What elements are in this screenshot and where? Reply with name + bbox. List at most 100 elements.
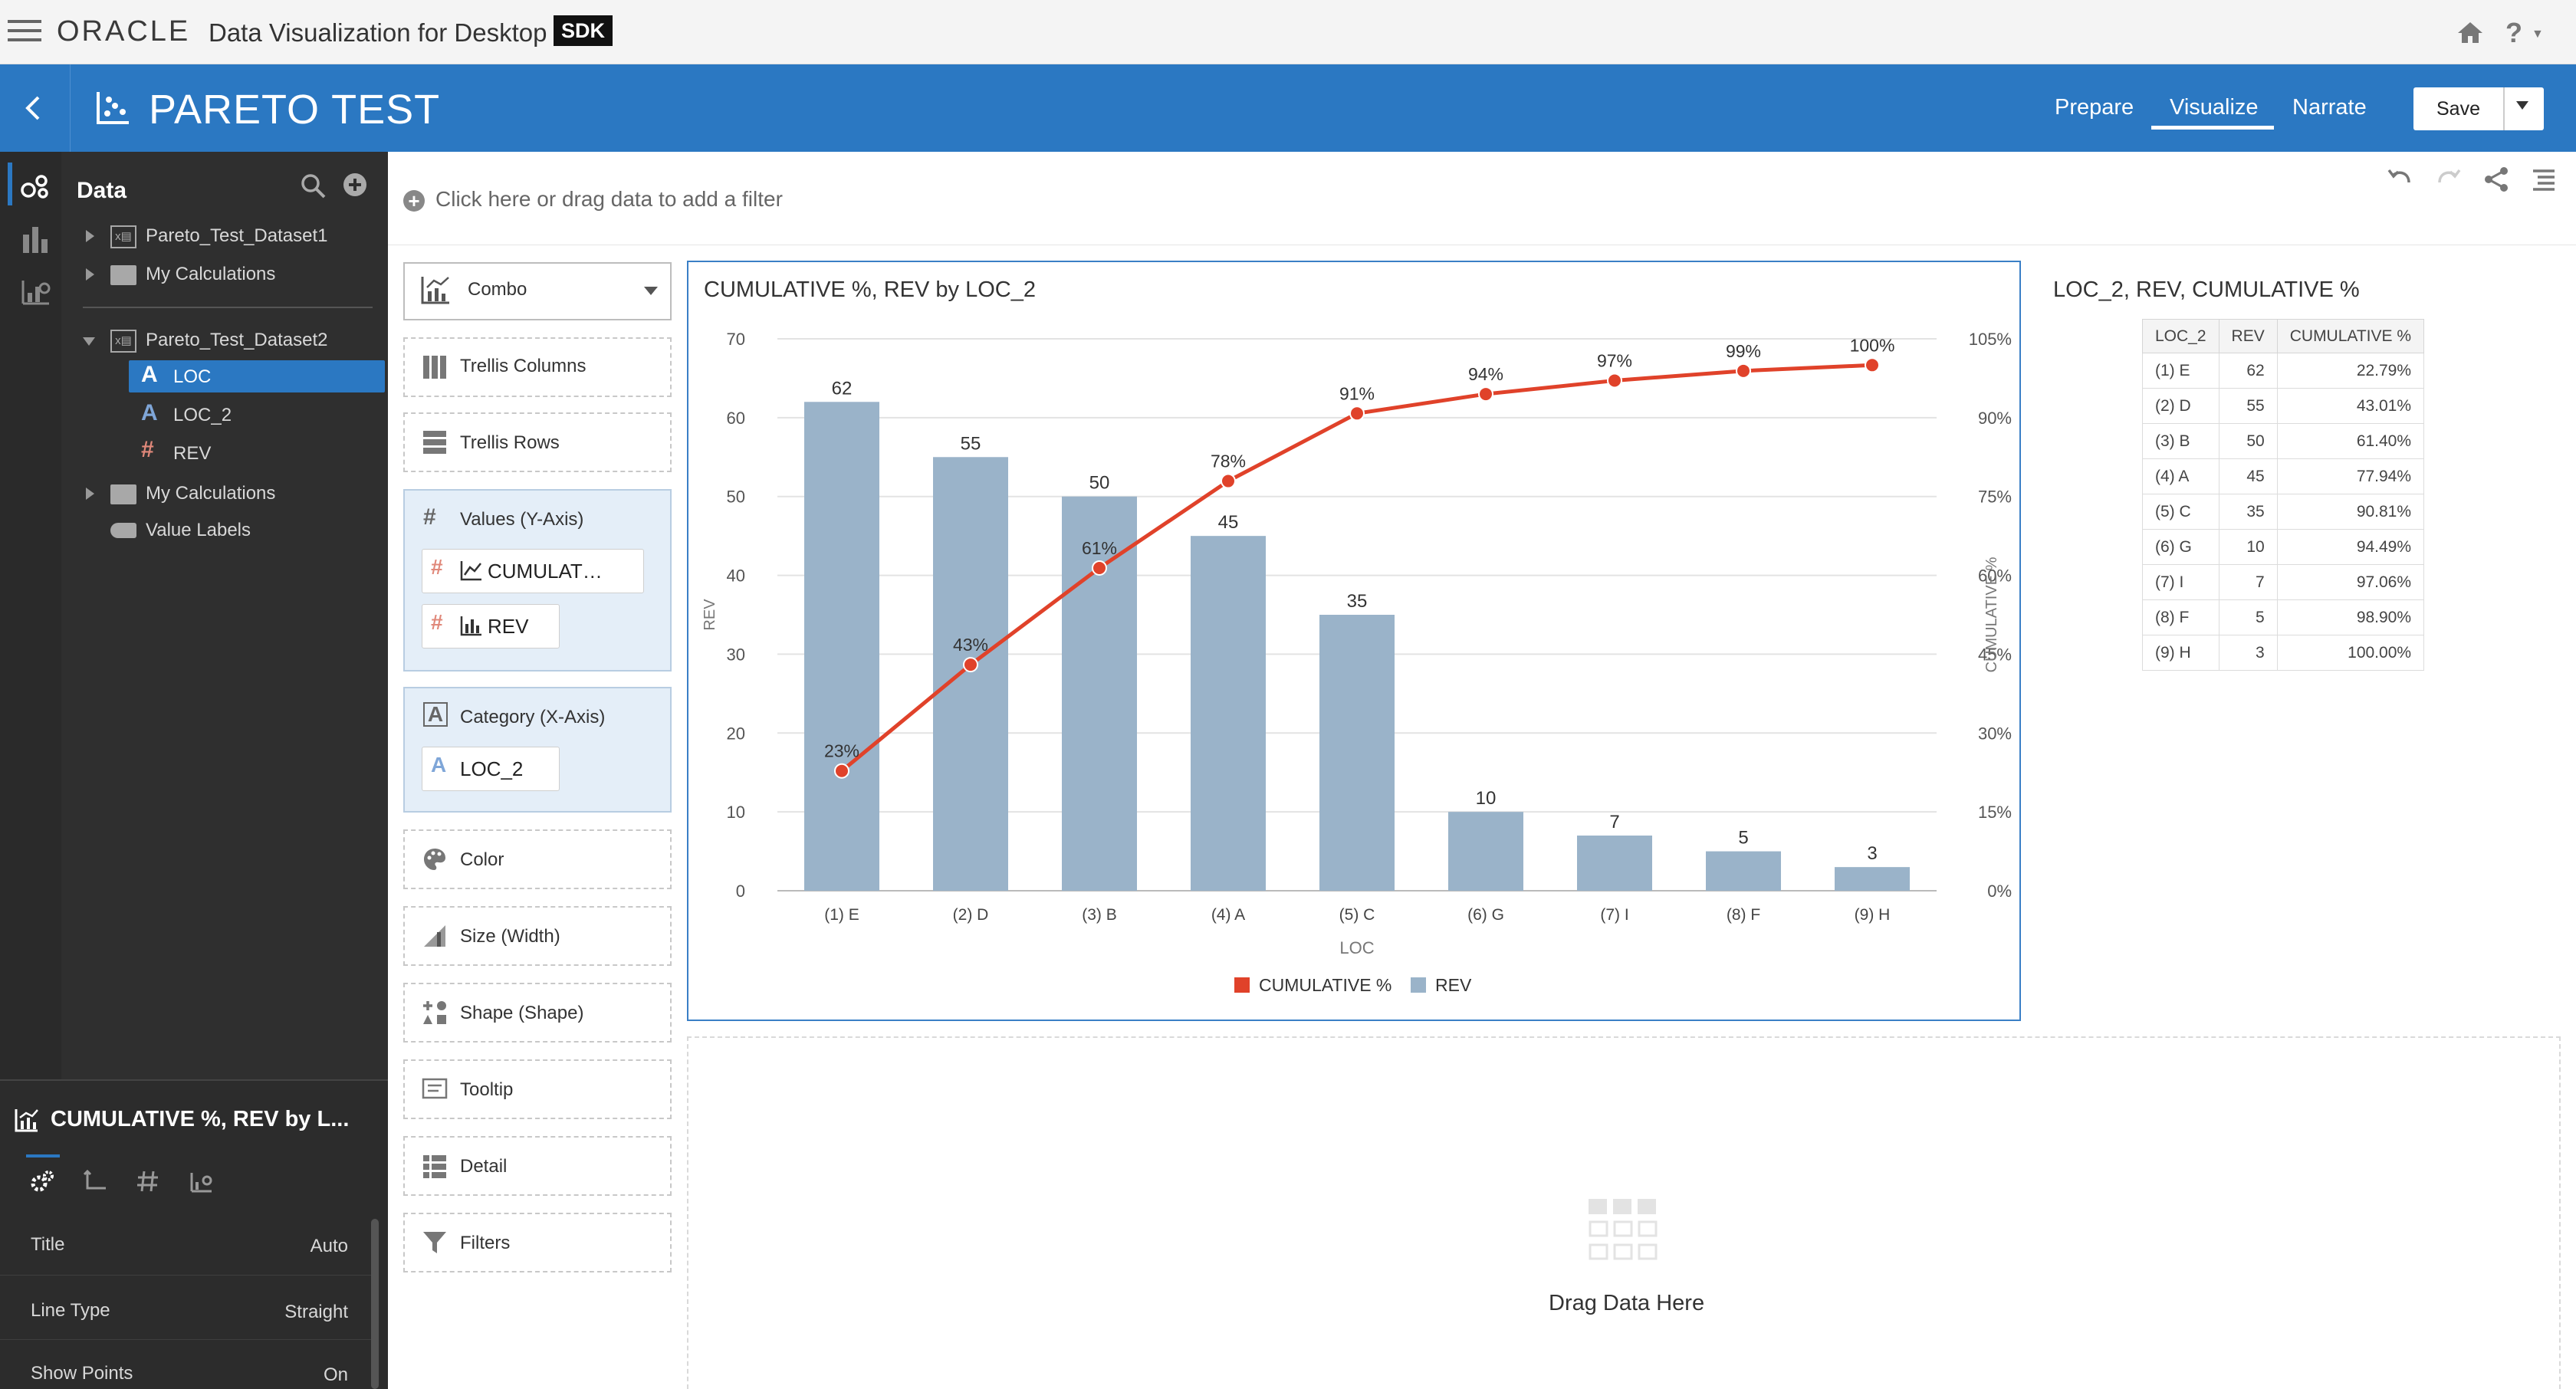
table-cell-rev: 3 <box>2218 635 2278 671</box>
expand-icon[interactable] <box>86 230 94 242</box>
line-value-label: 23% <box>824 741 859 761</box>
chart-type-select[interactable] <box>403 262 672 320</box>
tab-visualize[interactable]: Visualize <box>2170 95 2259 120</box>
measure-icon: # <box>141 437 154 462</box>
undo-icon[interactable] <box>2386 166 2413 193</box>
table-cell-rev: 50 <box>2218 423 2278 459</box>
table-header-rev[interactable]: REV <box>2218 319 2278 353</box>
values-pill-cumulative[interactable] <box>422 549 644 593</box>
general-settings-icon[interactable] <box>29 1168 55 1194</box>
y-tick-label: 0 <box>736 882 745 901</box>
tab-prepare[interactable]: Prepare <box>2055 95 2134 120</box>
tree-item-value-labels[interactable]: Value Labels <box>146 520 251 540</box>
tab-narrate[interactable]: Narrate <box>2292 95 2367 120</box>
table-row[interactable]: (4) A 45 77.94% <box>2142 458 2425 494</box>
table-cell-loc-2: (9) H <box>2142 635 2220 671</box>
home-icon[interactable] <box>2456 20 2484 44</box>
values-hash-icon: # <box>423 504 436 530</box>
property-row-line-type[interactable] <box>0 1276 371 1340</box>
filter-bar[interactable] <box>388 152 2576 245</box>
add-filter-icon[interactable]: + <box>403 190 425 212</box>
tree-item-dataset1[interactable]: Pareto_Test_Dataset1 <box>146 225 328 246</box>
color-zone[interactable] <box>403 829 672 889</box>
expand-icon[interactable] <box>86 488 94 500</box>
values-pill-cumulative-label: CUMULAT… <box>488 560 603 583</box>
bar-rev <box>1319 615 1395 891</box>
search-icon[interactable] <box>299 172 327 199</box>
size-zone[interactable] <box>403 906 672 966</box>
table-row[interactable]: (9) H 3 100.00% <box>2142 635 2425 671</box>
tooltip-label: Tooltip <box>460 1079 514 1100</box>
table-header-cumulative[interactable]: CUMULATIVE % <box>2276 319 2425 353</box>
axis-settings-icon[interactable] <box>81 1168 107 1194</box>
property-label-show-points: Show Points <box>31 1363 133 1384</box>
data-panel-icon[interactable] <box>20 170 51 201</box>
filter-hint[interactable]: Click here or drag data to add a filter <box>435 187 783 211</box>
property-value-show-points[interactable]: On <box>323 1364 348 1385</box>
x-tick-label: (3) B <box>1082 906 1117 924</box>
tree-item-loc-2[interactable]: LOC_2 <box>173 405 232 425</box>
table-row[interactable]: (8) F 5 98.90% <box>2142 599 2425 635</box>
y2-tick-label: 45% <box>1978 645 2012 664</box>
save-dropdown-icon[interactable] <box>2516 101 2528 110</box>
project-header <box>0 64 2576 152</box>
tree-item-rev[interactable]: REV <box>173 443 212 464</box>
back-button[interactable] <box>0 64 71 152</box>
trellis-rows-zone[interactable] <box>403 412 672 472</box>
save-label: Save <box>2436 98 2480 120</box>
filters-zone[interactable] <box>403 1213 672 1272</box>
y2-tick-label: 105% <box>1969 330 2012 349</box>
line-value-label: 91% <box>1339 383 1375 403</box>
tooltip-zone[interactable] <box>403 1059 672 1119</box>
table-header-loc-2[interactable]: LOC_2 <box>2142 319 2220 353</box>
combo-chart-icon <box>15 1109 38 1132</box>
tree-item-my-calculations[interactable]: My Calculations <box>146 264 276 284</box>
tree-item-dataset2[interactable]: Pareto_Test_Dataset2 <box>146 330 328 350</box>
table-viz[interactable]: LOC_2 REV CUMULATIVE % (1) E 62 22.79% (2) … <box>2142 319 2425 671</box>
tree-item-loc-selected[interactable] <box>129 360 385 392</box>
hamburger-menu-icon[interactable] <box>8 20 41 44</box>
detail-zone[interactable] <box>403 1136 672 1196</box>
visualizations-panel-icon[interactable] <box>20 224 51 254</box>
add-data-icon[interactable] <box>342 172 368 198</box>
collapse-icon[interactable] <box>83 337 95 346</box>
table-cell-rev: 35 <box>2218 494 2278 530</box>
canvas-menu-icon[interactable] <box>2530 166 2558 193</box>
shape-zone[interactable] <box>403 983 672 1043</box>
combo-chart-canvas[interactable]: 0 10 20 30 40 50 60 70 0% 15% 30% 45% 60% 75% 90% 105% R… <box>687 307 2021 1012</box>
help-caret-icon[interactable]: ▼ <box>2532 28 2544 41</box>
help-icon[interactable]: ? <box>2505 17 2522 48</box>
chevron-down-icon[interactable] <box>644 287 658 295</box>
table-row[interactable]: (6) G 10 94.49% <box>2142 529 2425 565</box>
bar-rev <box>1706 851 1781 891</box>
redo-icon[interactable] <box>2435 166 2463 193</box>
number-format-icon[interactable] <box>135 1168 161 1194</box>
bar-value-label: 7 <box>1609 812 1619 832</box>
table-cell-loc-2: (3) B <box>2142 423 2220 459</box>
table-row[interactable]: (3) B 50 61.40% <box>2142 423 2425 459</box>
table-cell-cumulative: 94.49% <box>2276 529 2425 565</box>
property-value-line-type[interactable]: Straight <box>284 1302 348 1322</box>
table-row[interactable]: (5) C 35 90.81% <box>2142 494 2425 530</box>
table-row[interactable]: (2) D 55 43.01% <box>2142 388 2425 424</box>
table-row[interactable]: (7) I 7 97.06% <box>2142 564 2425 600</box>
property-value-title[interactable]: Auto <box>310 1236 348 1256</box>
chart-type-label: Combo <box>468 279 527 300</box>
tree-item-loc[interactable]: LOC <box>173 366 212 387</box>
property-row-title[interactable] <box>0 1211 371 1276</box>
analytics-settings-icon[interactable] <box>189 1168 215 1194</box>
drop-area-text: Drag Data Here <box>1549 1291 1705 1315</box>
empty-drop-area[interactable] <box>687 1036 2561 1389</box>
share-icon[interactable] <box>2482 166 2510 193</box>
trellis-columns-zone[interactable] <box>403 337 672 397</box>
table-cell-rev: 45 <box>2218 458 2278 494</box>
line-value-label: 61% <box>1082 538 1117 558</box>
expand-icon[interactable] <box>86 268 94 281</box>
analytics-panel-icon[interactable] <box>20 276 51 307</box>
values-pill-rev[interactable] <box>422 604 560 649</box>
properties-scrollbar[interactable] <box>371 1219 379 1389</box>
tree-item-my-calculations-2[interactable]: My Calculations <box>146 483 276 504</box>
table-row[interactable]: (1) E 62 22.79% <box>2142 353 2425 389</box>
y2-tick-label: 60% <box>1978 566 2012 586</box>
category-pill-loc-2[interactable] <box>422 747 560 791</box>
